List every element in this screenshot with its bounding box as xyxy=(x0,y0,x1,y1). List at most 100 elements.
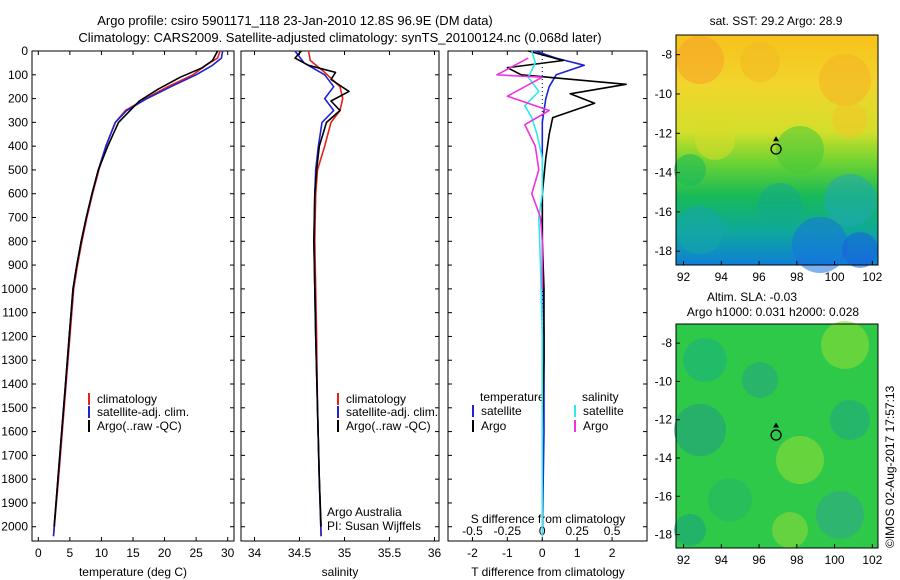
y-tick-label: 1100 xyxy=(2,306,28,320)
map-x-tick-label: 100 xyxy=(825,270,845,284)
series-line-t-argo xyxy=(506,50,627,527)
sla-texture-blob xyxy=(830,400,870,440)
title-line2: Climatology: CARS2009. Satellite-adjuste… xyxy=(78,30,601,45)
s-tick-label: -0.5 xyxy=(462,524,483,538)
y-tick-label: 100 xyxy=(8,68,28,82)
s-tick-label: -0.25 xyxy=(494,524,522,538)
difference-legend: temperature salinity satellite Argo sate… xyxy=(472,390,624,433)
map-y-tick-label: -12 xyxy=(655,126,673,140)
series-line-climatology xyxy=(52,50,221,537)
map-y-tick-label: -14 xyxy=(655,166,673,180)
map-x-tick-label: 96 xyxy=(752,553,766,567)
sst-map-axes xyxy=(675,34,879,266)
y-tick-label: 0 xyxy=(21,44,28,58)
y-tick-label: 1500 xyxy=(1,401,28,415)
x-tick-label: 34 xyxy=(248,546,262,560)
difference-x2label: S difference from climatology xyxy=(471,512,626,526)
salinity-panel: salinity climatology satellite-adj. clim… xyxy=(240,50,441,579)
legend-title-temperature: temperature xyxy=(480,390,545,404)
x-tick-label: -1 xyxy=(502,546,513,560)
y-tick-label: 1600 xyxy=(1,425,28,439)
series-line-s-argo xyxy=(496,57,551,289)
float-track-marker xyxy=(773,136,780,142)
sla-texture-blob xyxy=(708,478,752,522)
map-y-tick-label: -14 xyxy=(655,451,673,465)
sla-texture-blob xyxy=(742,362,778,398)
y-tick-label: 1900 xyxy=(1,496,28,510)
x-tick-label: 1 xyxy=(574,546,581,560)
series-line-satellite-adj-clim- xyxy=(52,50,224,537)
legend-label-satellite-adj: satellite-adj. clim. xyxy=(97,405,189,419)
y-tick-label: 1400 xyxy=(1,377,28,391)
legend-label-climatology: climatology xyxy=(346,392,406,406)
x-tick-label: 30 xyxy=(221,546,235,560)
map-y-tick-label: -10 xyxy=(655,87,673,101)
map-x-tick-label: 92 xyxy=(677,553,691,567)
title-line1: Argo profile: csiro 5901171_118 23-Jan-2… xyxy=(97,13,493,28)
series-line-argo-raw-qc- xyxy=(53,50,219,527)
sla-texture-blob xyxy=(674,514,706,546)
map-y-tick-label: -12 xyxy=(655,413,673,427)
y-tick-label: 900 xyxy=(8,258,28,272)
x-tick-label: 20 xyxy=(158,546,172,560)
legend-label-climatology: climatology xyxy=(97,392,157,406)
sst-texture-blob xyxy=(842,232,878,268)
x-tick-label: 15 xyxy=(126,546,140,560)
legend-title-salinity: salinity xyxy=(582,390,619,404)
sst-texture-blob xyxy=(676,206,724,254)
map-y-tick-label: -8 xyxy=(661,336,672,350)
map-x-tick-label: 92 xyxy=(677,270,691,284)
salinity-xlabel: salinity xyxy=(322,565,359,579)
sla-texture-blob xyxy=(772,512,808,548)
map-y-tick-label: -16 xyxy=(655,489,673,503)
sla-field-texture xyxy=(674,321,870,548)
sla-texture-blob xyxy=(816,491,864,539)
y-tick-label: 500 xyxy=(8,163,28,177)
map-x-tick-label: 98 xyxy=(790,553,804,567)
x-tick-label: 0 xyxy=(539,546,546,560)
x-tick-label: 0 xyxy=(35,546,42,560)
float-position-marker xyxy=(770,429,782,441)
salinity-note-line2: PI: Susan Wijffels xyxy=(327,519,421,533)
y-tick-label: 800 xyxy=(8,234,28,248)
y-tick-label: 600 xyxy=(8,187,28,201)
legend-label-t-argo: Argo xyxy=(481,419,507,433)
map-y-tick-label: -10 xyxy=(655,374,673,388)
temperature-legend: climatology satellite-adj. clim. Argo(..… xyxy=(88,392,189,433)
difference-panel: T difference from climatology S differen… xyxy=(447,50,648,579)
sst-map-panel: sat. SST: 29.2 Argo: 28.9 92 94 96 98 100 102… xyxy=(655,14,883,284)
y-tick-label: 1000 xyxy=(1,282,28,296)
y-tick-label: 1700 xyxy=(1,448,28,462)
sla-map-subtitle: Argo h1000: 0.031 h2000: 0.028 xyxy=(687,305,859,319)
salinity-note-line1: Argo Australia xyxy=(327,505,402,519)
salinity-legend: climatology satellite-adj. clim. Argo(..… xyxy=(337,392,438,433)
sst-texture-blob xyxy=(792,217,848,273)
sla-texture-blob xyxy=(776,436,824,484)
float-track-marker xyxy=(773,422,780,428)
map-x-tick-label: 102 xyxy=(862,553,882,567)
map-x-tick-label: 102 xyxy=(862,270,882,284)
x-tick-label: 10 xyxy=(95,546,109,560)
x-tick-label: -2 xyxy=(467,546,478,560)
sst-texture-blob xyxy=(776,126,824,174)
sst-texture-blob xyxy=(824,174,876,226)
map-y-tick-label: -18 xyxy=(655,244,673,258)
temperature-panel: temperature (deg C) climatology satellit… xyxy=(1,44,234,579)
legend-label-argo: Argo(..raw -QC) xyxy=(346,419,431,433)
x-tick-label: 2 xyxy=(609,546,616,560)
legend-label-s-satellite: satellite xyxy=(583,404,624,418)
sst-texture-blob xyxy=(832,102,868,138)
y-tick-label: 200 xyxy=(8,92,28,106)
x-tick-label: 5 xyxy=(67,546,74,560)
legend-label-argo: Argo(..raw -QC) xyxy=(97,419,182,433)
float-position-marker xyxy=(770,143,782,155)
s-tick-label: 0.25 xyxy=(565,524,589,538)
sla-map-panel: Altim. SLA: -0.03 Argo h1000: 0.031 h200… xyxy=(655,290,883,567)
legend-label-s-argo: Argo xyxy=(583,419,609,433)
sst-map-title: sat. SST: 29.2 Argo: 28.9 xyxy=(710,14,843,28)
x-tick-label: 35.5 xyxy=(378,546,402,560)
sst-texture-blob xyxy=(674,154,706,186)
map-x-tick-label: 100 xyxy=(825,553,845,567)
